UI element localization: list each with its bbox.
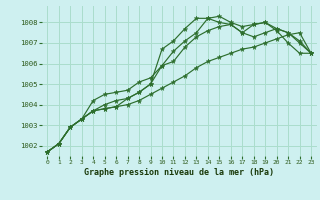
X-axis label: Graphe pression niveau de la mer (hPa): Graphe pression niveau de la mer (hPa) <box>84 168 274 177</box>
